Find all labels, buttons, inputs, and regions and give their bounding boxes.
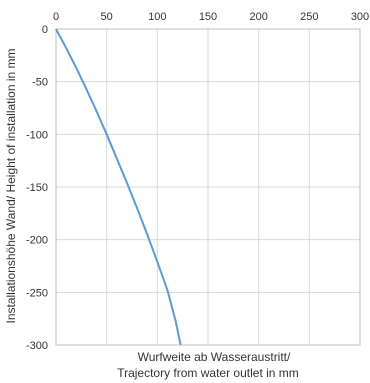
y-axis-title: Installationshöhe Wand/ Height of instal… bbox=[4, 48, 18, 323]
y-tick-label-5: -250 bbox=[26, 287, 48, 299]
series-line-0 bbox=[55, 28, 182, 346]
y-tick-label-4: -200 bbox=[26, 235, 48, 247]
y-axis-ticks: 0 -50 -100 -150 -200 -250 -300 bbox=[26, 24, 48, 352]
x-tick-label-3: 150 bbox=[199, 11, 217, 23]
x-tick-label-6: 300 bbox=[351, 11, 369, 23]
x-tick-label-2: 100 bbox=[148, 11, 166, 23]
y-tick-label-3: -150 bbox=[26, 182, 48, 194]
y-tick-label-0: 0 bbox=[42, 24, 48, 36]
x-tick-label-5: 250 bbox=[300, 11, 318, 23]
plot-area bbox=[55, 28, 361, 346]
x-axis-title-line-1: Wurfweite ab Wasseraustritt/ bbox=[138, 350, 291, 364]
y-tick-label-2: -100 bbox=[26, 129, 48, 141]
x-tick-label-1: 50 bbox=[101, 11, 113, 23]
grid-lines bbox=[55, 28, 361, 346]
series-layer bbox=[55, 28, 182, 346]
x-tick-label-0: 0 bbox=[53, 11, 59, 23]
y-tick-label-1: -50 bbox=[32, 77, 48, 89]
x-axis-ticks: 0 50 100 150 200 250 300 bbox=[53, 11, 369, 23]
x-tick-label-4: 200 bbox=[249, 11, 267, 23]
x-axis-title-line-2: Trajectory from water outlet in mm bbox=[117, 366, 299, 380]
y-tick-label-6: -300 bbox=[26, 340, 48, 352]
